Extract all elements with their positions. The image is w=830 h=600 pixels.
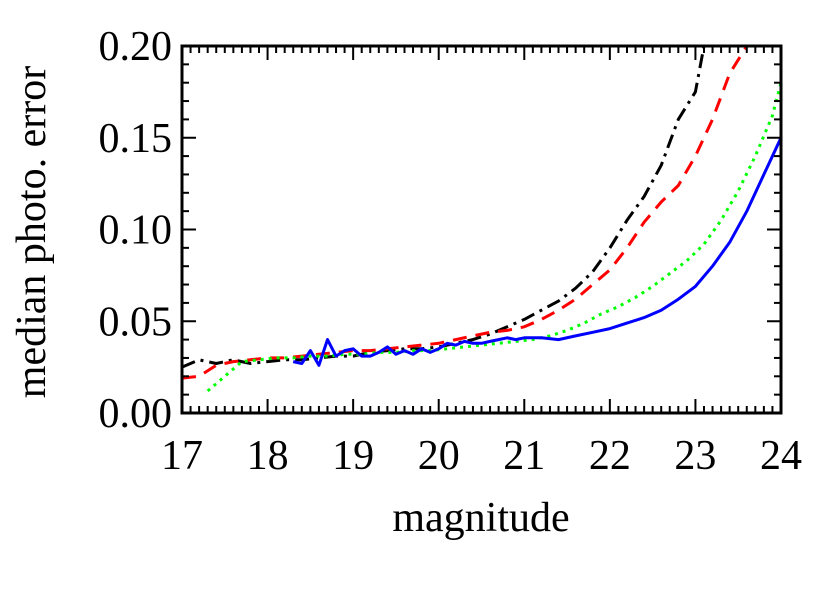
x-tick-label: 22 [589,433,631,479]
x-tick-label: 23 [674,433,716,479]
y-tick-label: 0.15 [99,116,173,162]
series-line-4 [292,137,781,367]
y-tick-label: 0.00 [99,391,173,437]
x-tick-label: 24 [760,433,802,479]
x-tick-label: 19 [332,433,374,479]
x-tick-label: 21 [503,433,545,479]
labels-layer: 17 18 19 20 21 22 23 24 0.00 0.05 0.10 0.15 0.20 [99,24,803,479]
x-axis-title: magnitude [392,495,569,541]
y-tick-label: 0.10 [99,208,173,254]
series-layer [182,46,781,393]
y-axis-title: median photo. error [9,66,55,398]
axes-layer [180,44,783,415]
x-tick-label: 17 [161,433,203,479]
series-line-2 [182,46,749,380]
x-tick-label: 20 [418,433,460,479]
y-tick-label: 0.05 [99,299,173,345]
series-line-3 [206,82,781,393]
y-tick-label: 0.20 [99,24,173,70]
x-tick-label: 18 [247,433,289,479]
series-line-1 [182,46,706,369]
